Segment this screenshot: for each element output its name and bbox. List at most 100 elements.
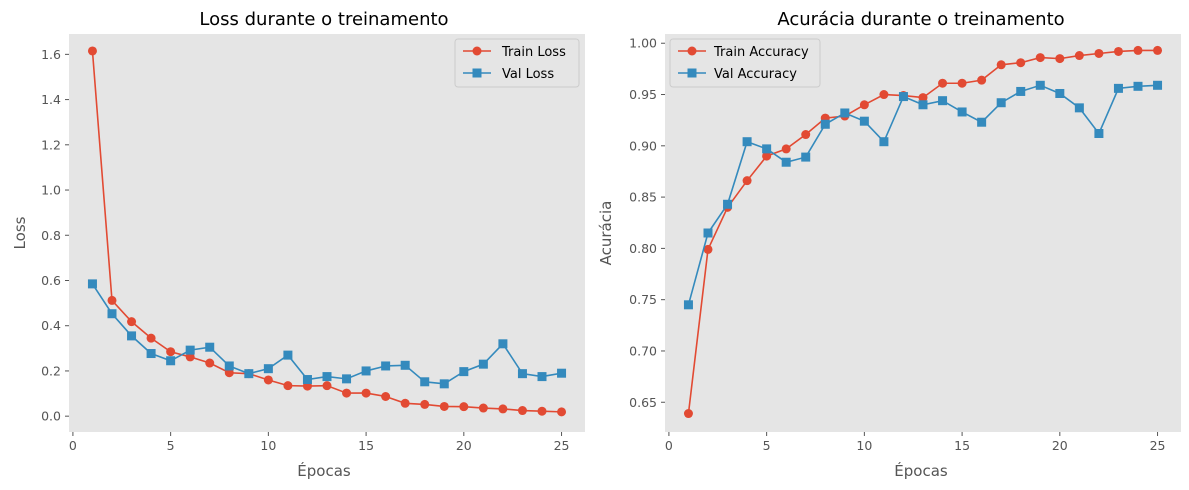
- point-train-loss: [342, 388, 352, 398]
- point-train-accuracy: [683, 409, 693, 419]
- accuracy-legend-box: [669, 38, 821, 88]
- point-train-loss: [87, 46, 97, 56]
- point-val-accuracy: [781, 157, 791, 167]
- loss-y-tick-label: 0.2: [41, 363, 61, 378]
- point-val-accuracy: [1074, 103, 1084, 113]
- loss-x-tick-label: 25: [554, 438, 570, 453]
- accuracy-chart: 0 5 10 15 20 25 0.65 0.70 0.75 0.80 0.85 0.90 0.95 1.…: [597, 9, 1181, 480]
- point-train-loss: [420, 399, 430, 409]
- point-train-loss: [166, 347, 176, 357]
- point-train-accuracy: [1113, 46, 1123, 56]
- point-val-accuracy: [1113, 83, 1123, 93]
- point-train-loss: [400, 398, 410, 408]
- point-train-accuracy: [977, 75, 987, 85]
- accuracy-y-tick-label: 1.00: [629, 36, 657, 51]
- accuracy-x-tick-label: 5: [763, 438, 771, 453]
- legend-train-accuracy-label: Train Accuracy: [713, 45, 809, 60]
- point-train-accuracy: [938, 78, 948, 88]
- loss-chart-title: Loss durante o treinamento: [199, 9, 448, 30]
- point-train-accuracy: [957, 78, 967, 88]
- point-val-loss: [400, 360, 410, 370]
- point-val-accuracy: [898, 92, 908, 102]
- point-val-loss: [185, 345, 195, 355]
- point-train-loss: [205, 358, 215, 368]
- accuracy-x-tick-label: 15: [954, 438, 970, 453]
- point-val-accuracy: [879, 137, 889, 147]
- point-val-loss: [361, 366, 371, 376]
- point-val-accuracy: [859, 116, 869, 126]
- point-train-loss: [185, 352, 195, 362]
- loss-y-axis-label: Loss: [11, 216, 29, 249]
- point-val-accuracy: [723, 199, 733, 209]
- point-train-accuracy: [1094, 48, 1104, 58]
- legend-val-loss-marker: [472, 68, 482, 78]
- point-val-accuracy: [1016, 86, 1026, 96]
- accuracy-x-axis-label: Épocas: [894, 461, 948, 480]
- accuracy-y-tick-label: 0.80: [629, 241, 657, 256]
- accuracy-y-axis-label: Acurácia: [597, 201, 615, 266]
- point-train-loss: [537, 406, 547, 416]
- point-val-loss: [517, 369, 527, 379]
- point-train-accuracy: [1035, 53, 1045, 63]
- point-val-loss: [244, 369, 254, 379]
- point-val-loss: [205, 342, 215, 352]
- accuracy-y-tick-label: 0.65: [629, 395, 657, 410]
- point-val-accuracy: [1133, 81, 1143, 91]
- point-train-accuracy: [1153, 45, 1163, 55]
- point-val-accuracy: [762, 144, 772, 154]
- point-val-accuracy: [977, 117, 987, 127]
- point-val-accuracy: [957, 107, 967, 117]
- point-train-accuracy: [1016, 58, 1026, 68]
- point-val-loss: [420, 377, 430, 387]
- point-val-loss: [381, 361, 391, 371]
- point-val-accuracy: [938, 96, 948, 106]
- loss-chart: 0 5 10 15 20 25 0.0 0.2 0.4 0.6 0.8 1.0 1.2 1.4 1.6 Lo…: [11, 9, 585, 480]
- accuracy-legend: Train Accuracy Val Accuracy: [669, 38, 821, 88]
- point-val-loss: [302, 375, 312, 385]
- point-train-accuracy: [1055, 54, 1065, 64]
- point-val-loss: [557, 368, 567, 378]
- legend-val-accuracy-marker: [687, 68, 697, 78]
- point-train-loss: [517, 406, 527, 416]
- legend-train-accuracy-marker: [687, 46, 697, 56]
- point-train-accuracy: [781, 144, 791, 154]
- loss-x-tick-label: 10: [260, 438, 276, 453]
- accuracy-y-tick-label: 0.70: [629, 343, 657, 358]
- point-train-accuracy: [996, 60, 1006, 70]
- point-train-loss: [498, 404, 508, 414]
- point-val-loss: [342, 374, 352, 384]
- point-val-accuracy: [1153, 80, 1163, 90]
- point-val-accuracy: [1035, 80, 1045, 90]
- accuracy-x-tick-label: 0: [665, 438, 673, 453]
- point-train-loss: [263, 375, 273, 385]
- point-val-accuracy: [918, 100, 928, 110]
- point-train-accuracy: [1133, 45, 1143, 55]
- point-train-accuracy: [1074, 51, 1084, 61]
- point-train-loss: [459, 402, 469, 412]
- loss-y-tick-label: 0.0: [41, 409, 61, 424]
- point-val-accuracy: [683, 300, 693, 310]
- accuracy-x-tick-label: 20: [1052, 438, 1068, 453]
- accuracy-y-tick-label: 0.95: [629, 87, 657, 102]
- point-val-accuracy: [820, 119, 830, 129]
- point-train-accuracy: [801, 130, 811, 140]
- point-val-loss: [537, 372, 547, 382]
- point-train-loss: [224, 368, 234, 378]
- point-val-loss: [263, 364, 273, 374]
- accuracy-y-tick-label: 0.75: [629, 292, 657, 307]
- accuracy-y-tick-label: 0.90: [629, 138, 657, 153]
- point-val-loss: [478, 359, 488, 369]
- point-val-loss: [322, 372, 332, 382]
- point-val-loss: [224, 361, 234, 371]
- accuracy-y-tick-label: 0.85: [629, 190, 657, 205]
- loss-y-tick-label: 1.4: [41, 92, 61, 107]
- point-val-loss: [87, 279, 97, 289]
- point-val-loss: [107, 309, 117, 319]
- point-val-loss: [127, 331, 137, 341]
- point-val-loss: [166, 356, 176, 366]
- accuracy-chart-title: Acurácia durante o treinamento: [777, 9, 1064, 30]
- accuracy-x-tick-label: 10: [856, 438, 872, 453]
- legend-train-loss-marker: [472, 46, 482, 56]
- loss-legend: Train Loss Val Loss: [454, 38, 580, 88]
- point-train-loss: [322, 381, 332, 391]
